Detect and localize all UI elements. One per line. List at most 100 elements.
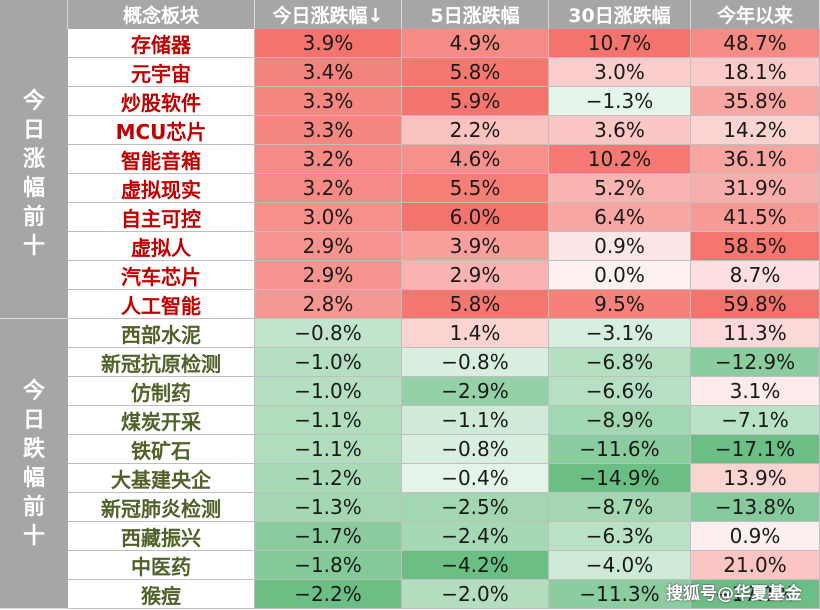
sector-name: 虚拟人	[68, 232, 255, 261]
value-cell-d30: −6.8%	[549, 348, 691, 377]
value-cell-d5: −2.9%	[402, 377, 549, 406]
value-cell-d5: −0.4%	[402, 464, 549, 493]
table-row: MCU芯片 3.3% 2.2% 3.6% 14.2%	[0, 116, 820, 145]
value-cell-d5: −2.4%	[402, 522, 549, 551]
value-cell-ytd: 13.9%	[691, 464, 820, 493]
header-5day-change: 5日涨跌幅	[402, 0, 549, 29]
value-cell-d1: −1.0%	[255, 377, 402, 406]
value-cell-ytd: 21.0%	[691, 551, 820, 580]
value-cell-d5: 2.9%	[402, 261, 549, 290]
value-cell-ytd: 58.5%	[691, 232, 820, 261]
value-cell-d30: −8.7%	[549, 493, 691, 522]
value-cell-ytd: −17.1%	[691, 435, 820, 464]
value-cell-d5: −2.0%	[402, 580, 549, 609]
value-cell-ytd: 11.3%	[691, 319, 820, 348]
table-row: 元宇宙 3.4% 5.8% 3.0% 18.1%	[0, 58, 820, 87]
sector-name: 西藏振兴	[68, 522, 255, 551]
table-row: 虚拟人 2.9% 3.9% 0.9% 58.5%	[0, 232, 820, 261]
value-cell-d30: −11.3%	[549, 580, 691, 609]
sector-name: 铁矿石	[68, 435, 255, 464]
value-cell-d30: 3.6%	[549, 116, 691, 145]
value-cell-d1: 3.3%	[255, 87, 402, 116]
table-row: 智能音箱 3.2% 4.6% 10.2% 36.1%	[0, 145, 820, 174]
header-day-change[interactable]: 今日涨跌幅↓	[255, 0, 402, 29]
value-cell-d1: 3.2%	[255, 145, 402, 174]
value-cell-d30: −4.0%	[549, 551, 691, 580]
value-cell-d5: 2.2%	[402, 116, 549, 145]
value-cell-d1: 2.9%	[255, 232, 402, 261]
value-cell-d5: 4.6%	[402, 145, 549, 174]
value-cell-d5: 5.5%	[402, 174, 549, 203]
value-cell-ytd: 48.7%	[691, 29, 820, 58]
value-cell-ytd: 14.2%	[691, 116, 820, 145]
sector-name: 猴痘	[68, 580, 255, 609]
value-cell-d1: 3.2%	[255, 174, 402, 203]
value-cell-d5: 1.4%	[402, 319, 549, 348]
value-cell-d5: −2.5%	[402, 493, 549, 522]
value-cell-ytd: −13.8%	[691, 493, 820, 522]
value-cell-d1: −1.7%	[255, 522, 402, 551]
value-cell-d5: 6.0%	[402, 203, 549, 232]
table-row: 大基建央企 −1.2% −0.4% −14.9% 13.9%	[0, 464, 820, 493]
value-cell-d30: 10.2%	[549, 145, 691, 174]
value-cell-d5: −1.1%	[402, 406, 549, 435]
sector-name: 大基建央企	[68, 464, 255, 493]
value-cell-d1: 3.9%	[255, 29, 402, 58]
value-cell-ytd: 18.1%	[691, 58, 820, 87]
value-cell-d5: −4.2%	[402, 551, 549, 580]
value-cell-d30: 10.7%	[549, 29, 691, 58]
sector-name: 元宇宙	[68, 58, 255, 87]
value-cell-d1: −1.2%	[255, 464, 402, 493]
value-cell-d30: −6.6%	[549, 377, 691, 406]
value-cell-d1: −1.3%	[255, 493, 402, 522]
value-cell-d30: −8.9%	[549, 406, 691, 435]
header-ytd: 今年以来	[691, 0, 820, 29]
value-cell-ytd: −12.9%	[691, 348, 820, 377]
value-cell-d30: −14.9%	[549, 464, 691, 493]
sector-name: 炒股软件	[68, 87, 255, 116]
sector-name: 虚拟现实	[68, 174, 255, 203]
value-cell-d30: −1.3%	[549, 87, 691, 116]
value-cell-ytd: 0.9%	[691, 522, 820, 551]
value-cell-d1: −1.0%	[255, 348, 402, 377]
value-cell-ytd: 41.5%	[691, 203, 820, 232]
sector-name: 新冠肺炎检测	[68, 493, 255, 522]
table-row: 炒股软件 3.3% 5.9% −1.3% 35.8%	[0, 87, 820, 116]
table-row: 中医药 −1.8% −4.2% −4.0% 21.0%	[0, 551, 820, 580]
value-cell-d5: −0.8%	[402, 435, 549, 464]
value-cell-d5: 3.9%	[402, 232, 549, 261]
table-row: 猴痘 −2.2% −2.0% −11.3% −17.1%	[0, 580, 820, 609]
sector-name: MCU芯片	[68, 116, 255, 145]
sector-name: 煤炭开采	[68, 406, 255, 435]
table-row: 虚拟现实 3.2% 5.5% 5.2% 31.9%	[0, 174, 820, 203]
sector-name: 自主可控	[68, 203, 255, 232]
value-cell-d1: −1.1%	[255, 406, 402, 435]
value-cell-ytd: 35.8%	[691, 87, 820, 116]
value-cell-d30: 6.4%	[549, 203, 691, 232]
value-cell-d30: 0.9%	[549, 232, 691, 261]
value-cell-d30: 9.5%	[549, 290, 691, 319]
table-row: 存储器 3.9% 4.9% 10.7% 48.7%	[0, 29, 820, 58]
value-cell-ytd: −17.1%	[691, 580, 820, 609]
value-cell-d5: 4.9%	[402, 29, 549, 58]
sector-name: 智能音箱	[68, 145, 255, 174]
sector-name: 汽车芯片	[68, 261, 255, 290]
value-cell-d1: −0.8%	[255, 319, 402, 348]
value-cell-ytd: 36.1%	[691, 145, 820, 174]
value-cell-d30: −3.1%	[549, 319, 691, 348]
value-cell-d5: 5.9%	[402, 87, 549, 116]
watermark: 搜狐号@华夏基金	[666, 584, 802, 604]
value-cell-d30: −11.6%	[549, 435, 691, 464]
table-row: 新冠肺炎检测 −1.3% −2.5% −8.7% −13.8%	[0, 493, 820, 522]
table-row: 新冠抗原检测 −1.0% −0.8% −6.8% −12.9%	[0, 348, 820, 377]
table-row: 汽车芯片 2.9% 2.9% 0.0% 8.7%	[0, 261, 820, 290]
header-corner	[0, 0, 68, 29]
value-cell-ytd: −7.1%	[691, 406, 820, 435]
value-cell-d5: 5.8%	[402, 58, 549, 87]
value-cell-d1: 3.3%	[255, 116, 402, 145]
value-cell-d1: 3.0%	[255, 203, 402, 232]
value-cell-d30: 3.0%	[549, 58, 691, 87]
sector-name: 人工智能	[68, 290, 255, 319]
value-cell-ytd: 3.1%	[691, 377, 820, 406]
